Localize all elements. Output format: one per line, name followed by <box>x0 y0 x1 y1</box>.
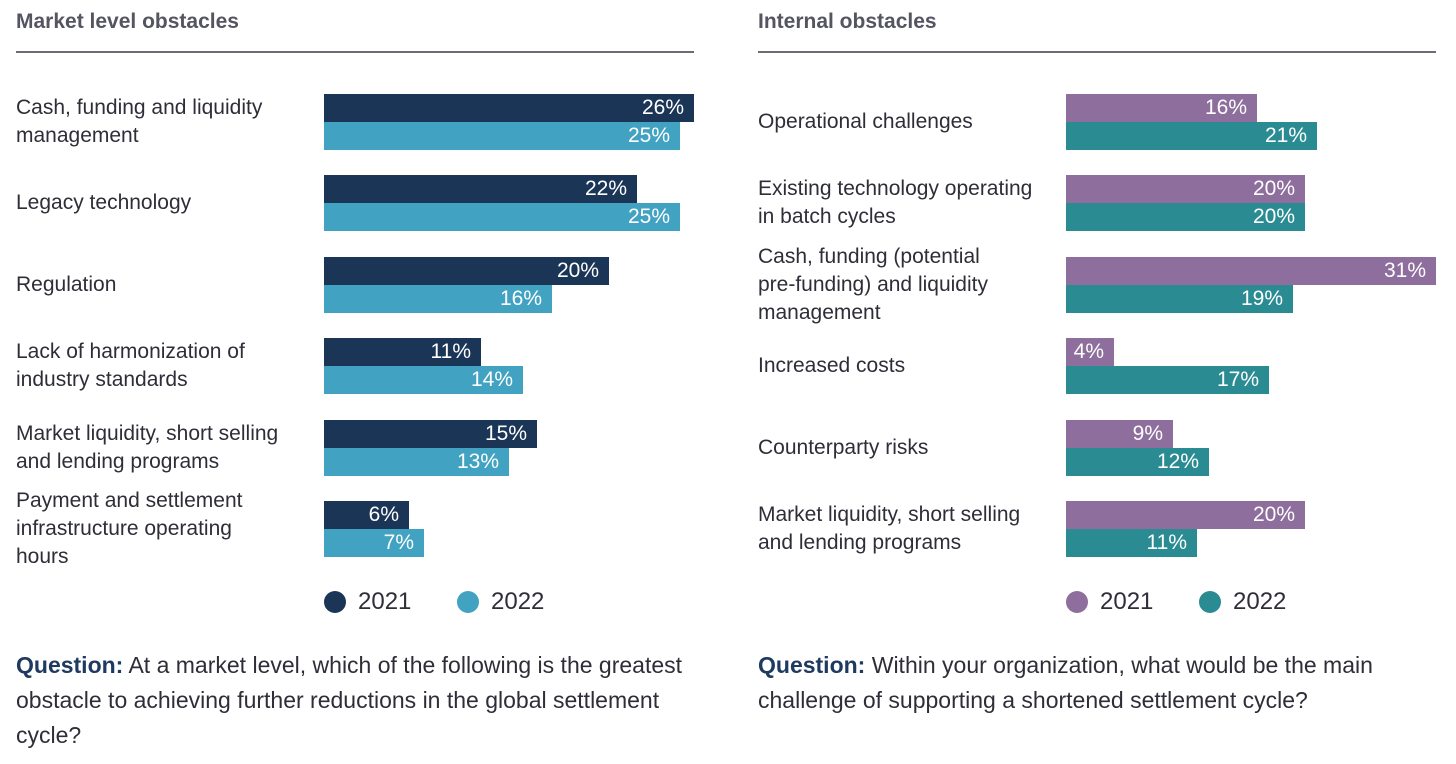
legend-item-2022: 2022 <box>457 588 544 616</box>
bar-2022: 17% <box>1066 366 1269 395</box>
bar-2021: 11% <box>324 338 481 367</box>
question-body: At a market level, which of the followin… <box>16 652 683 748</box>
question-prefix: Question: <box>16 652 124 678</box>
bar-2021: 6% <box>324 501 409 529</box>
legend: 2021 2022 <box>324 588 684 616</box>
bar-2021: 22% <box>324 175 637 204</box>
category-label: Lack of harmonization of industry standa… <box>16 340 245 392</box>
bar-2022: 21% <box>1066 122 1317 150</box>
market-level-panel: Market level obstacles Cash, funding and… <box>16 0 696 764</box>
question-text: Question: At a market level, which of th… <box>16 648 686 753</box>
bar-2021: 20% <box>324 256 609 285</box>
bar-2021: 26% <box>324 94 694 122</box>
bar-2022: 25% <box>324 122 680 150</box>
legend: 2021 2022 <box>1066 588 1426 616</box>
market-level-chart: Cash, funding and liquidity management 26… <box>16 0 696 620</box>
category-label: Market liquidity, short selling and lend… <box>16 421 279 473</box>
question-body: Within your organization, what would be … <box>758 652 1373 713</box>
category-label: Cash, funding and liquidity management <box>16 96 263 147</box>
category-label: Regulation <box>16 272 117 296</box>
legend-swatch <box>1199 591 1221 613</box>
bar-2022: 7% <box>324 529 424 557</box>
legend-label: 2021 <box>358 588 412 615</box>
bar-2022: 20% <box>1066 203 1305 232</box>
category-label: Operational challenges <box>758 110 973 133</box>
title-divider <box>16 51 694 53</box>
category-label: Payment and settlement infrastructure op… <box>16 489 243 568</box>
category-label: Cash, funding (potential pre-funding) an… <box>758 244 988 324</box>
bar-2022: 12% <box>1066 447 1209 476</box>
legend-label: 2021 <box>1100 588 1154 615</box>
bar-2021: 16% <box>1066 94 1257 122</box>
bar-2022: 13% <box>324 447 509 476</box>
legend-swatch <box>324 591 346 613</box>
internal-chart: Operational challenges 16% 21% Existing tec… <box>758 0 1438 620</box>
category-label: Counterparty risks <box>758 435 929 459</box>
chart-title: Internal obstacles <box>758 10 937 33</box>
bar-2022: 11% <box>1066 529 1197 557</box>
category-label: Legacy technology <box>16 191 192 215</box>
bar-2021: 4% <box>1066 338 1114 367</box>
question-prefix: Question: <box>758 652 866 678</box>
bar-2022: 16% <box>324 284 552 313</box>
category-label: Increased costs <box>758 354 906 378</box>
bar-2022: 14% <box>324 366 523 395</box>
category-label: Existing technology operating in batch c… <box>758 177 1033 229</box>
internal-panel: Internal obstacles Operational challenge… <box>758 0 1438 764</box>
category-label: Market liquidity, short selling and lend… <box>758 503 1021 554</box>
legend-item-2022: 2022 <box>1199 588 1286 616</box>
bar-2021: 20% <box>1066 501 1305 529</box>
legend-label: 2022 <box>491 588 545 615</box>
legend-item-2021: 2021 <box>1066 588 1153 616</box>
title-divider <box>758 51 1436 53</box>
bar-2021: 31% <box>1066 256 1436 285</box>
legend-swatch <box>1066 591 1088 613</box>
bar-2021: 20% <box>1066 175 1305 204</box>
question-text: Question: Within your organization, what… <box>758 648 1428 718</box>
bar-2021: 9% <box>1066 419 1173 448</box>
bar-2021: 15% <box>324 419 537 448</box>
bar-2022: 19% <box>1066 284 1293 313</box>
chart-title: Market level obstacles <box>16 10 239 33</box>
legend-swatch <box>457 591 479 613</box>
bar-2022: 25% <box>324 203 680 232</box>
legend-item-2021: 2021 <box>324 588 411 616</box>
legend-label: 2022 <box>1233 588 1287 615</box>
